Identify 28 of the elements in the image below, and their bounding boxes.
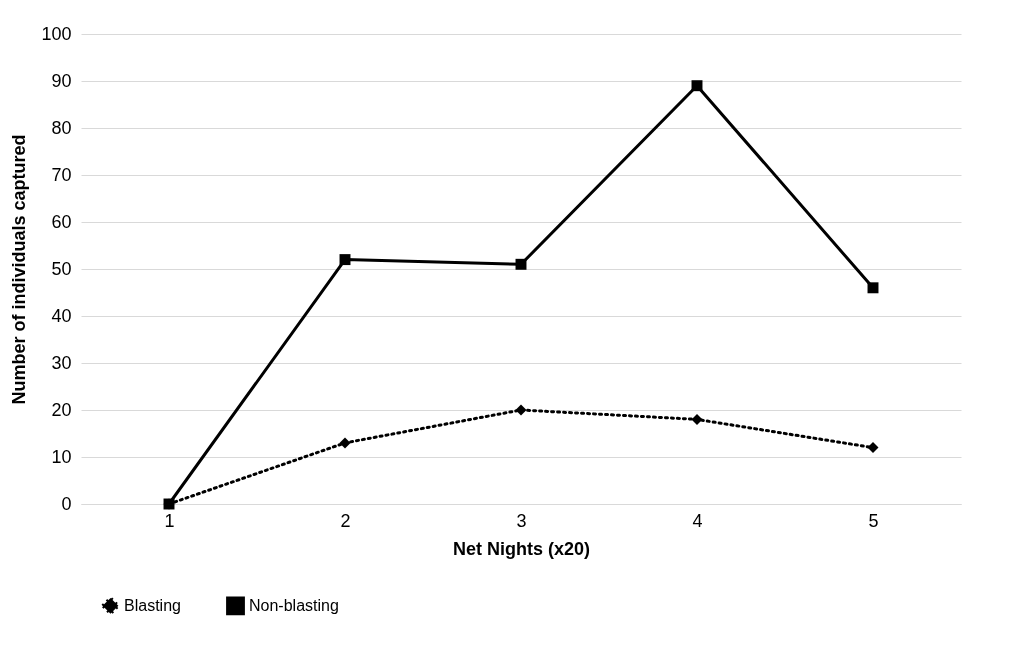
point — [867, 282, 879, 294]
x-tick-label: 4 — [692, 510, 703, 531]
x-tick-label: 5 — [868, 510, 879, 531]
y-tick-label: 20 — [51, 399, 72, 420]
y-tick-label: 60 — [51, 211, 72, 232]
point — [515, 258, 527, 270]
x-tick-label: 2 — [340, 510, 351, 531]
point — [515, 404, 527, 416]
y-tick-label: 30 — [51, 352, 72, 373]
point — [691, 80, 703, 92]
point — [339, 437, 351, 449]
point — [339, 254, 351, 266]
y-tick-label: 90 — [51, 70, 72, 91]
y-tick-label: 40 — [51, 305, 72, 326]
y-tick-label: 100 — [41, 23, 72, 44]
y-tick-label: 50 — [51, 258, 72, 279]
point — [867, 442, 879, 454]
y-tick-label: 0 — [61, 493, 72, 514]
legend-label: Non-blasting — [249, 596, 339, 614]
x-tick-label: 1 — [164, 510, 175, 531]
y-tick-label: 80 — [51, 117, 72, 138]
y-tick-label: 70 — [51, 164, 72, 185]
x-tick-label: 3 — [516, 510, 527, 531]
y-axis-title: Number of individuals captured — [9, 134, 30, 405]
legend-label: Blasting — [124, 596, 181, 614]
x-axis-title: Net Nights (x20) — [452, 538, 591, 559]
y-tick-label: 10 — [51, 446, 72, 467]
point — [691, 413, 703, 425]
